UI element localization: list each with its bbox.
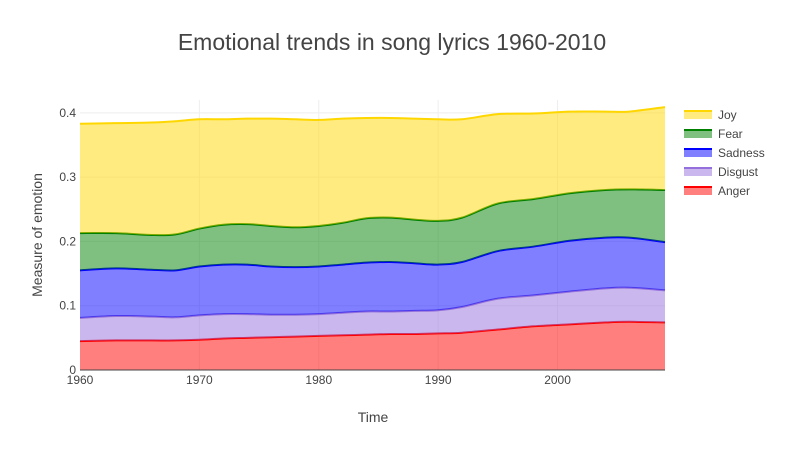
y-axis-title: Measure of emotion bbox=[29, 173, 45, 297]
x-tick-label: 1980 bbox=[305, 373, 332, 387]
legend-swatch bbox=[684, 111, 712, 119]
area-sadness[interactable] bbox=[80, 237, 665, 318]
legend-swatch bbox=[684, 168, 712, 176]
legend-label: Disgust bbox=[718, 165, 759, 179]
x-tick-label: 2000 bbox=[544, 373, 571, 387]
legend-item-sadness[interactable]: Sadness bbox=[684, 146, 765, 160]
x-tick-label: 1970 bbox=[186, 373, 213, 387]
area-fear[interactable] bbox=[80, 189, 665, 271]
legend-item-anger[interactable]: Anger bbox=[684, 184, 750, 198]
area-disgust[interactable] bbox=[80, 287, 665, 342]
y-tick-label: 0 bbox=[69, 363, 76, 377]
legend[interactable]: Joy Fear Sadness Disgust Anger bbox=[684, 108, 765, 198]
legend-item-joy[interactable]: Joy bbox=[684, 108, 737, 122]
x-axis-title: Time bbox=[358, 409, 389, 425]
legend-label: Fear bbox=[718, 127, 743, 141]
legend-item-fear[interactable]: Fear bbox=[684, 127, 743, 141]
legend-swatch bbox=[684, 130, 712, 138]
legend-label: Sadness bbox=[718, 146, 765, 160]
chart-title: Emotional trends in song lyrics 1960-201… bbox=[178, 29, 606, 55]
legend-item-disgust[interactable]: Disgust bbox=[684, 165, 759, 179]
area-anger[interactable] bbox=[80, 321, 665, 370]
y-tick-label: 0.4 bbox=[59, 106, 76, 120]
y-tick-label: 0.1 bbox=[59, 299, 76, 313]
area-joy[interactable] bbox=[80, 107, 665, 236]
x-tick-label: 1960 bbox=[67, 373, 94, 387]
axes: 1960 1970 1980 1990 2000 0 0.1 0.2 0.3 0.4 bbox=[59, 106, 665, 387]
legend-label: Joy bbox=[718, 108, 737, 122]
line-joy bbox=[79, 106, 666, 125]
x-tick-label: 1990 bbox=[425, 373, 452, 387]
y-tick-label: 0.2 bbox=[59, 234, 76, 248]
area-series bbox=[79, 106, 666, 370]
y-tick-label: 0.3 bbox=[59, 170, 76, 184]
legend-label: Anger bbox=[718, 184, 750, 198]
legend-swatch bbox=[684, 187, 712, 195]
legend-swatch bbox=[684, 149, 712, 157]
